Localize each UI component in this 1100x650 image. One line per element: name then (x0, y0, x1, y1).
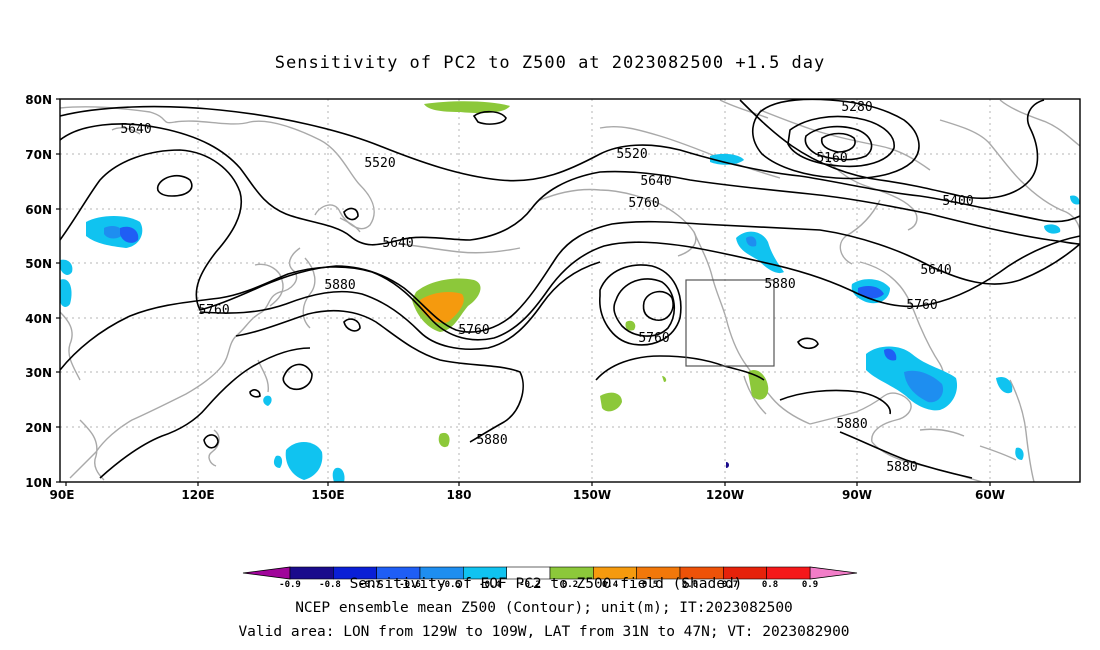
lon-tick-label: 150W (573, 488, 611, 502)
valid-area-box (685, 279, 775, 367)
lat-tick-label: 30N (25, 366, 52, 380)
contour-label: 5880 (324, 278, 355, 293)
colorbar-tick-label: 0.9 (802, 580, 818, 590)
lon-tick-label: 60W (975, 488, 1005, 502)
lon-tick-label: 90E (50, 488, 75, 502)
contour-label: 5640 (382, 236, 413, 251)
lon-tick-label: 90W (842, 488, 872, 502)
colorbar-tick-label: 0.7 (722, 580, 738, 590)
colorbar: -0.9 -0.8 -0.7 -0.6 -0.5 -0.4 -0.2 0.2 0.4 0.5 0.6… (242, 566, 858, 590)
colorbar-tick-label: 0.2 (562, 580, 578, 590)
lat-tick-label: 50N (25, 257, 52, 271)
contour-label: 5760 (198, 303, 229, 318)
lat-tick-label: 20N (25, 421, 52, 435)
sensitivity-shading (60, 101, 1080, 482)
map-title: Sensitivity of PC2 to Z500 at 2023082500… (275, 53, 826, 73)
z500-contours (59, 98, 1081, 479)
contour-label: 5160 (816, 151, 847, 166)
axis-ticks (56, 98, 991, 486)
lat-tick-label: 10N (25, 476, 52, 490)
colorbar-tick-label: 0.4 (602, 580, 619, 590)
lat-tick-label: 60N (25, 203, 52, 217)
caption-valid-area: Valid area: LON from 129W to 109W, LAT f… (238, 624, 849, 640)
contour-label: 5880 (886, 460, 917, 475)
map-panel: 5280 5640 5520 5160 5520 5640 5760 5400 … (25, 93, 1081, 502)
graticule (60, 99, 1080, 482)
contour-label: 5640 (640, 174, 671, 189)
contour-label: 5520 (616, 147, 647, 162)
contour-label: 5280 (841, 100, 872, 115)
contour-label: 5640 (120, 122, 151, 137)
lon-tick-label: 120E (181, 488, 214, 502)
contour-label: 5760 (458, 323, 489, 338)
lat-tick-label: 80N (25, 93, 52, 107)
lon-tick-label: 180 (446, 488, 471, 502)
contour-label: 5880 (764, 277, 795, 292)
colorbar-tick-label: -0.5 (439, 580, 461, 590)
colorbar-tick-label: -0.4 (479, 580, 501, 590)
colorbar-tick-labels: -0.9 -0.8 -0.7 -0.6 -0.5 -0.4 -0.2 0.2 0.4 0.5 0.6… (279, 580, 818, 590)
lat-axis: 80N 70N 60N 50N 40N 30N 20N 10N (25, 93, 52, 490)
colorbar-tick-label: 0.6 (682, 580, 698, 590)
caption-shaded: Sensitivity of EOF PC2 to Z500 field (Sh… (350, 576, 743, 592)
lon-tick-label: 120W (706, 488, 744, 502)
colorbar-tick-label: 0.8 (762, 580, 778, 590)
colorbar-tick-label: -0.7 (359, 580, 381, 590)
caption-contour: NCEP ensemble mean Z500 (Contour); unit(… (295, 600, 793, 616)
lat-tick-label: 40N (25, 312, 52, 326)
lon-axis: 90E 120E 150E 180 150W 120W 90W 60W (50, 488, 1005, 502)
lat-tick-label: 70N (25, 148, 52, 162)
contour-label: 5880 (476, 433, 507, 448)
colorbar-tick-label: -0.9 (279, 580, 301, 590)
colorbar-box (766, 566, 811, 580)
colorbar-tick-label: -0.8 (319, 580, 341, 590)
contour-label: 5760 (628, 196, 659, 211)
contour-label-group: 5280 5640 5520 5160 5520 5640 5760 5400 … (120, 100, 973, 475)
colorbar-box (289, 566, 334, 580)
colorbar-right-arrow (809, 566, 858, 580)
contour-label: 5400 (942, 194, 973, 209)
contour-label: 5520 (364, 156, 395, 171)
colorbar-boxes (289, 566, 811, 580)
contour-label: 5640 (920, 263, 951, 278)
contour-label: 5760 (906, 298, 937, 313)
colorbar-left-arrow (242, 566, 291, 580)
lon-tick-label: 150E (311, 488, 344, 502)
colorbar-tick-label: 0.5 (642, 580, 658, 590)
contour-label: 5880 (836, 417, 867, 432)
map-frame (59, 98, 1081, 483)
contour-label: 5760 (638, 331, 669, 346)
colorbar-tick-label: -0.6 (399, 580, 421, 590)
colorbar-tick-label: -0.2 (519, 580, 541, 590)
